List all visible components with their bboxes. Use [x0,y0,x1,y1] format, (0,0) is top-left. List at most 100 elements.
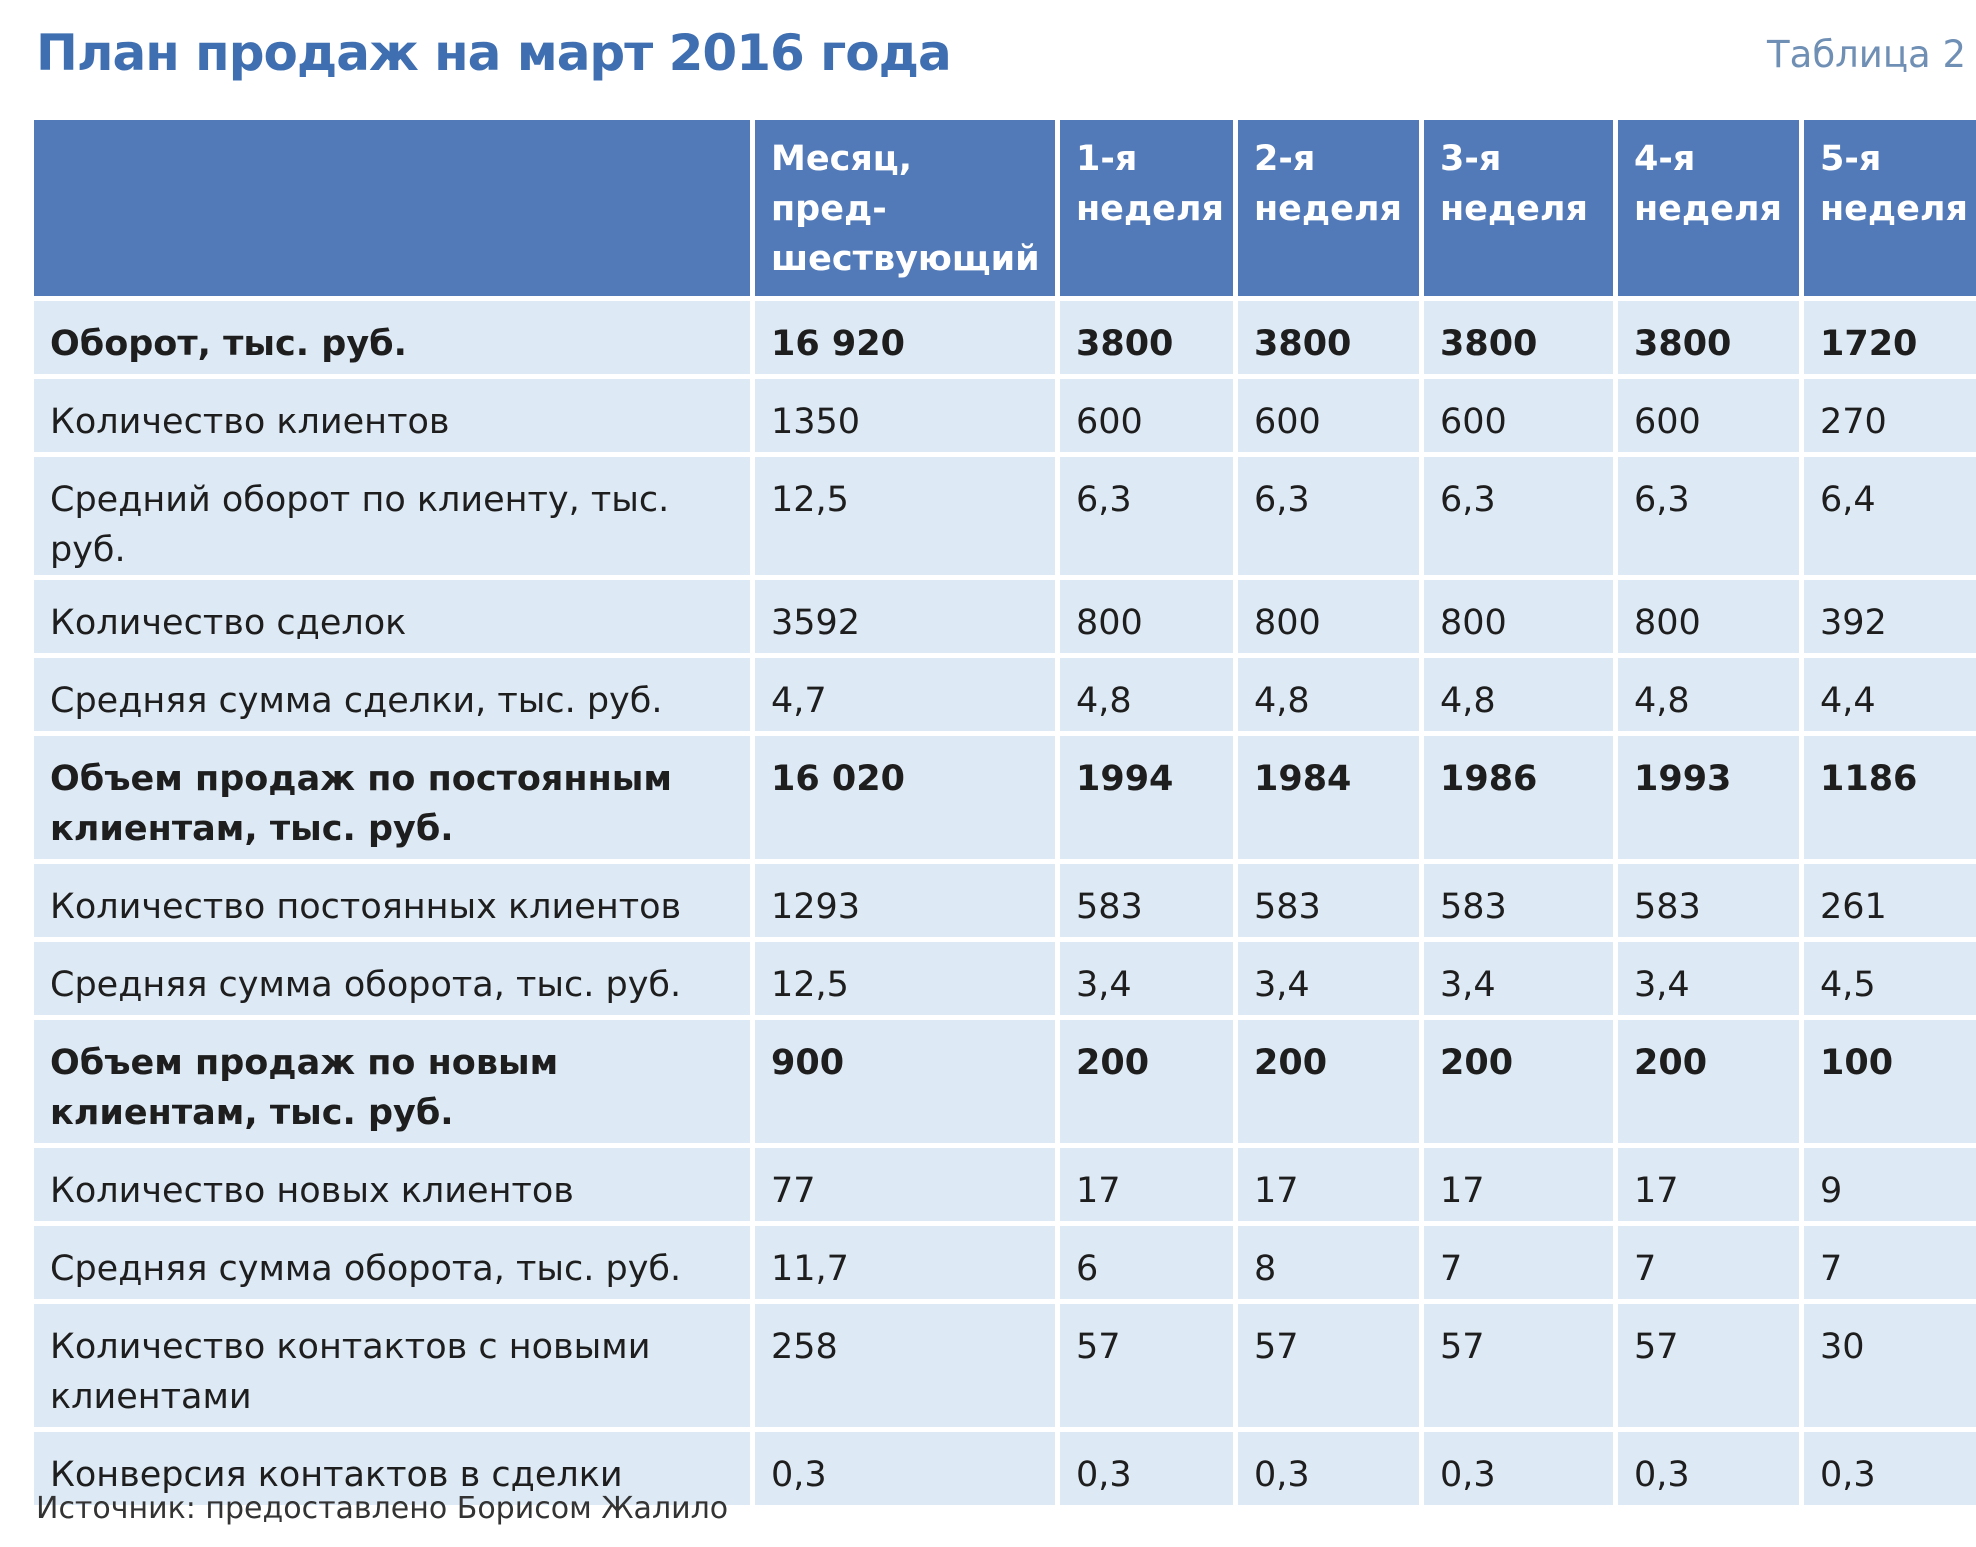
table-cell: 800 [1238,580,1419,653]
table-cell: 583 [1424,864,1613,937]
table-cell: 261 [1804,864,1976,937]
row-label: Количество новых клиентов [34,1148,750,1221]
table-cell: 16 920 [755,301,1055,374]
table-cell: 800 [1424,580,1613,653]
row-label: Количество постоянных клиентов [34,864,750,937]
table-cell: 1293 [755,864,1055,937]
table-cell: 4,4 [1804,658,1976,731]
table-cell: 200 [1238,1020,1419,1143]
table-cell: 800 [1618,580,1799,653]
table-cell: 583 [1618,864,1799,937]
table-cell: 1186 [1804,736,1976,859]
table-cell: 0,3 [755,1432,1055,1505]
page-title: План продаж на март 2016 года [36,24,952,82]
table-cell: 6,3 [1424,457,1613,575]
row-label: Объем продаж по постоянным клиентам, тыс… [34,736,750,859]
table-cell: 800 [1060,580,1233,653]
table-cell: 583 [1238,864,1419,937]
table-cell: 57 [1424,1304,1613,1427]
table-cell: 6 [1060,1226,1233,1299]
table-cell: 270 [1804,379,1976,452]
row-label: Средняя сумма оборота, тыс. руб. [34,942,750,1015]
table-cell: 17 [1238,1148,1419,1221]
row-label: Конверсия контактов в сделки [34,1432,750,1505]
table-cell: 3,4 [1618,942,1799,1015]
table-cell: 30 [1804,1304,1976,1427]
table-cell: 17 [1618,1148,1799,1221]
header-cell-week-4: 4-я неделя [1618,120,1799,296]
header-cell-week-3: 3-я неделя [1424,120,1613,296]
table-cell: 1993 [1618,736,1799,859]
table-cell: 3800 [1424,301,1613,374]
table-cell: 0,3 [1424,1432,1613,1505]
table-cell: 1350 [755,379,1055,452]
table-cell: 3,4 [1060,942,1233,1015]
table-cell: 200 [1424,1020,1613,1143]
table-cell: 77 [755,1148,1055,1221]
table-cell: 600 [1618,379,1799,452]
table-cell: 600 [1424,379,1613,452]
table-cell: 9 [1804,1148,1976,1221]
table-cell: 583 [1060,864,1233,937]
table-cell: 4,8 [1238,658,1419,731]
table-cell: 4,8 [1618,658,1799,731]
table-cell: 4,8 [1424,658,1613,731]
table-cell: 17 [1424,1148,1613,1221]
row-label: Количество сделок [34,580,750,653]
table-cell: 1994 [1060,736,1233,859]
table-cell: 7 [1424,1226,1613,1299]
sales-plan-table: Месяц, пред- шествующий плановому 1-я не… [34,120,1976,1505]
table-cell: 1986 [1424,736,1613,859]
row-label: Средняя сумма сделки, тыс. руб. [34,658,750,731]
header-cell-week-5: 5-я неделя [1804,120,1976,296]
table-cell: 4,8 [1060,658,1233,731]
table-cell: 392 [1804,580,1976,653]
table-cell: 57 [1060,1304,1233,1427]
table-cell: 11,7 [755,1226,1055,1299]
table-cell: 900 [755,1020,1055,1143]
table-cell: 3800 [1060,301,1233,374]
table-cell: 600 [1238,379,1419,452]
table-cell: 0,3 [1238,1432,1419,1505]
table-cell: 4,5 [1804,942,1976,1015]
header-cell-prev-month: Месяц, пред- шествующий плановому [755,120,1055,329]
table-cell: 200 [1060,1020,1233,1143]
table-cell: 6,4 [1804,457,1976,575]
table-cell: 4,7 [755,658,1055,731]
table-number-label: Таблица 2 [1767,33,1966,76]
table-cell: 1984 [1238,736,1419,859]
row-label: Количество контактов с новыми клиентами [34,1304,750,1427]
row-label: Оборот, тыс. руб. [34,301,750,374]
table-cell: 6,3 [1238,457,1419,575]
row-label: Объем продаж по новым клиентам, тыс. руб… [34,1020,750,1143]
table-cell: 0,3 [1804,1432,1976,1505]
header-cell-week-1: 1-я неделя [1060,120,1233,296]
table-cell: 200 [1618,1020,1799,1143]
table-cell: 17 [1060,1148,1233,1221]
table-cell: 7 [1804,1226,1976,1299]
table-cell: 1720 [1804,301,1976,374]
row-label: Средняя сумма оборота, тыс. руб. [34,1226,750,1299]
table-cell: 0,3 [1060,1432,1233,1505]
table-cell: 16 020 [755,736,1055,859]
table-cell: 600 [1060,379,1233,452]
row-label: Количество клиентов [34,379,750,452]
table-cell: 8 [1238,1226,1419,1299]
table-cell: 3800 [1238,301,1419,374]
table-cell: 12,5 [755,457,1055,575]
table-cell: 3,4 [1424,942,1613,1015]
source-note: Источник: предоставлено Борисом Жалило [36,1491,729,1526]
row-label: Средний оборот по клиенту, тыс. руб. [34,457,750,575]
table-cell: 6,3 [1060,457,1233,575]
table-cell: 57 [1618,1304,1799,1427]
header-cell-week-2: 2-я неделя [1238,120,1419,296]
table-cell: 12,5 [755,942,1055,1015]
table-cell: 7 [1618,1226,1799,1299]
table-cell: 100 [1804,1020,1976,1143]
table-cell: 3,4 [1238,942,1419,1015]
table-cell: 6,3 [1618,457,1799,575]
table-cell: 258 [755,1304,1055,1427]
table-cell: 57 [1238,1304,1419,1427]
header-cell-empty [34,120,750,296]
table-cell: 3800 [1618,301,1799,374]
